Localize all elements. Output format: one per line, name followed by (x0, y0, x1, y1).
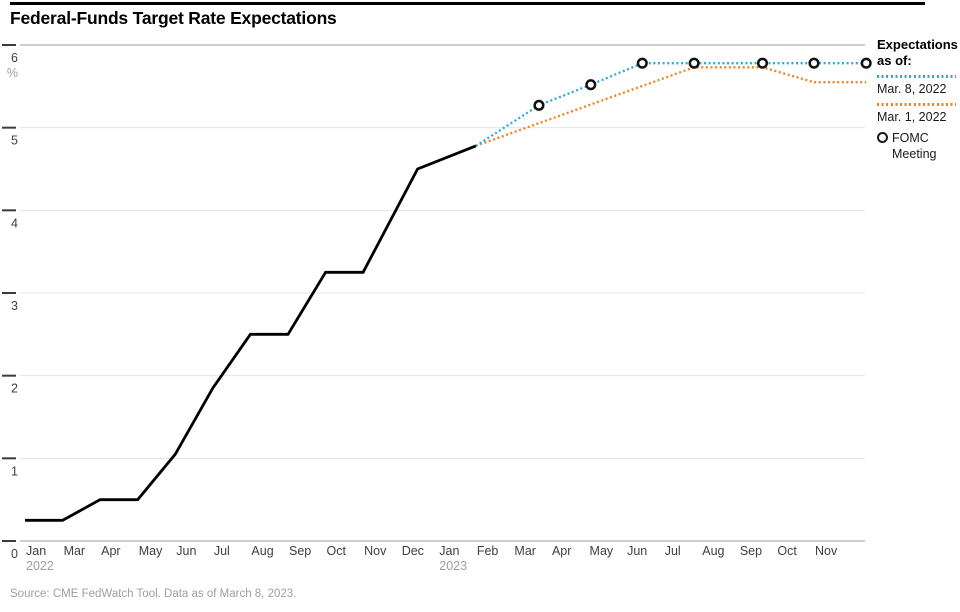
legend-item-fomc: FOMC Meeting (877, 131, 960, 162)
actual-rate-line (25, 144, 477, 522)
y-axis-label-5: 5 (11, 134, 18, 148)
x-axis-label-14: Apr (552, 544, 571, 558)
legend-dotted-line-orange-icon (877, 103, 956, 106)
fomc-meeting-marker-6 (860, 57, 872, 69)
x-axis-label-6: Aug (251, 544, 273, 558)
x-axis-label-20: Oct (777, 544, 797, 558)
y-axis-label-2: 2 (11, 382, 18, 396)
fomc-marker-icon (877, 132, 888, 143)
x-axis-label-7: Sep (289, 544, 311, 558)
x-axis-label-4: Jun (176, 544, 196, 558)
legend-dotted-line-blue-icon (877, 75, 956, 78)
x-axis-label-1: Mar (64, 544, 86, 558)
y-axis-label-4: 4 (11, 216, 18, 230)
fomc-meeting-marker-4 (756, 57, 769, 69)
x-axis-label-5: Jul (214, 544, 230, 558)
x-axis-label-8: Oct (327, 544, 347, 558)
fomc-meeting-marker-0 (533, 99, 545, 111)
legend-item-mar8: Mar. 8, 2022 (877, 82, 947, 96)
legend-fomc-label: FOMC Meeting (892, 131, 937, 161)
x-axis-label-2: Apr (101, 544, 120, 558)
y-axis-label-6: 6 (11, 51, 18, 65)
x-axis-label-21: Nov (815, 544, 838, 558)
x-axis-label-9: Nov (364, 544, 387, 558)
x-axis-label-15: May (590, 544, 614, 558)
legend-heading-line1: Expectations (877, 37, 958, 52)
mar8-expectations-line (475, 62, 867, 147)
x-axis-label-11: Jan (439, 544, 459, 558)
x-axis-label-3: May (139, 544, 163, 558)
x-axis-label-18: Aug (702, 544, 724, 558)
legend-heading-line2: as of: (877, 52, 912, 68)
fomc-meeting-marker-5 (808, 57, 820, 69)
x-axis-label-17: Jul (665, 544, 681, 558)
y-axis-unit-label: % (7, 66, 18, 80)
x-axis-label-0: Jan (26, 544, 46, 558)
y-axis-label-1: 1 (11, 464, 18, 478)
legend-heading: Expectations as of: (877, 37, 960, 68)
page-title: Federal-Funds Target Rate Expectations (10, 8, 337, 28)
x-axis-label-10: Dec (402, 544, 424, 558)
x-axis-label-19: Sep (740, 544, 762, 558)
x-axis-label-16: Jun (627, 544, 647, 558)
fomc-meeting-marker-2 (636, 57, 648, 69)
y-axis-label-3: 3 (11, 299, 18, 313)
top-rule (10, 2, 925, 5)
x-axis-label-13: Mar (514, 544, 536, 558)
source-note: Source: CME FedWatch Tool. Data as of Ma… (10, 588, 297, 600)
y-axis-label-0: 0 (11, 547, 18, 561)
x-axis-year-2023: 2023 (439, 559, 467, 573)
fomc-meeting-marker-1 (585, 79, 597, 91)
legend: Expectations as of: Mar. 8, 2022 Mar. 1,… (877, 37, 960, 162)
x-axis-year-2022: 2022 (26, 559, 54, 573)
x-axis-label-12: Feb (477, 544, 499, 558)
legend-item-mar1: Mar. 1, 2022 (877, 110, 947, 124)
fomc-meeting-marker-3 (688, 57, 700, 69)
